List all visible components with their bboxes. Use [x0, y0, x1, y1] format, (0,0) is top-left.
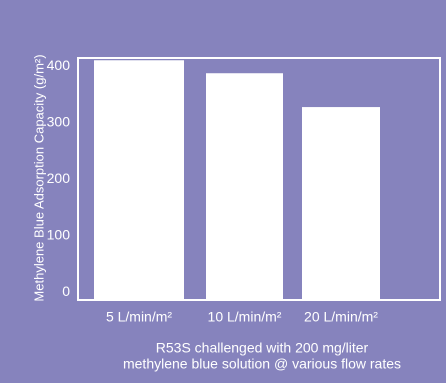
y-tick-label: 400	[47, 57, 71, 73]
x-tick-label: 20 L/min/m²	[304, 309, 378, 325]
caption: R53S challenged with 200 mg/liter	[156, 340, 369, 356]
x-tick-label: 10 L/min/m²	[208, 309, 282, 325]
y-tick-label: 100	[47, 226, 71, 242]
y-axis-label: Methylene Blue Adsorption Capacity (g/m²…	[31, 54, 46, 301]
bar	[94, 60, 184, 300]
caption: methylene blue solution @ various flow r…	[123, 356, 401, 372]
y-tick-label: 300	[47, 114, 71, 130]
y-tick-label: 200	[47, 170, 71, 186]
bar	[206, 73, 283, 300]
bar	[302, 107, 380, 300]
x-tick-label: 5 L/min/m²	[106, 309, 172, 325]
y-tick-label: 0	[62, 283, 70, 299]
